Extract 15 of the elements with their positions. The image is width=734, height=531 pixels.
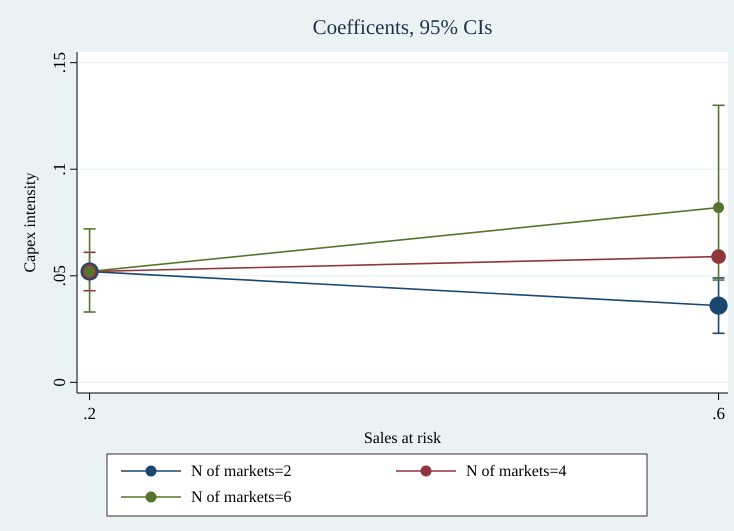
point: [709, 296, 728, 315]
x-axis-title: Sales at risk: [364, 430, 442, 447]
legend-label: N of markets=2: [191, 463, 292, 480]
legend-label: N of markets=6: [191, 489, 292, 506]
y-tick-label: .15: [50, 52, 69, 74]
point: [713, 202, 724, 214]
chart-title: Coefficents, 95% CIs: [312, 15, 492, 39]
x-tick-label: .6: [712, 404, 725, 423]
y-tick-label: .1: [50, 162, 69, 176]
y-tick-label: .05: [50, 265, 69, 286]
y-tick-label: 0: [50, 378, 69, 387]
point: [711, 249, 726, 264]
legend-label: N of markets=4: [466, 463, 567, 480]
x-tick-label: .2: [83, 404, 96, 423]
y-axis-title: Capex intensity: [22, 172, 39, 272]
